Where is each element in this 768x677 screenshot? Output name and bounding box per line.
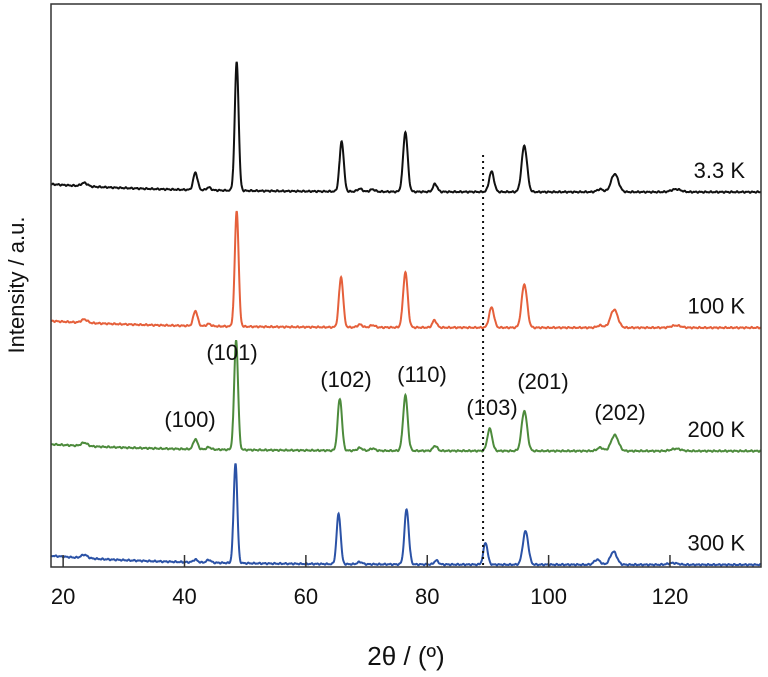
series-label: 100 K (688, 294, 746, 319)
series-label: 300 K (688, 531, 746, 556)
x-tick-label: 40 (172, 584, 196, 609)
peak-label: (102) (320, 367, 371, 392)
x-tick-label: 20 (51, 584, 75, 609)
x-tick-label: 100 (530, 584, 567, 609)
plot-frame (50, 3, 762, 568)
x-axis-label: 2θ / (º) (367, 641, 444, 671)
x-tick-label: 80 (415, 584, 439, 609)
peak-label: (202) (594, 400, 645, 425)
x-tick-label: 60 (294, 584, 318, 609)
peak-label: (100) (164, 407, 215, 432)
x-tick-label: 120 (652, 584, 689, 609)
series-label: 200 K (688, 417, 746, 442)
series-label: 3.3 K (694, 158, 746, 183)
peak-label: (101) (206, 340, 257, 365)
trace-200-k (50, 339, 762, 453)
peak-label: (110) (397, 362, 447, 387)
trace-3-3-k (51, 61, 762, 194)
y-axis-label: Intensity / a.u. (4, 217, 29, 354)
peak-label: (201) (517, 369, 568, 394)
trace-100-k (50, 210, 762, 330)
trace-300-k (50, 463, 762, 567)
peak-label: (103) (466, 395, 517, 420)
